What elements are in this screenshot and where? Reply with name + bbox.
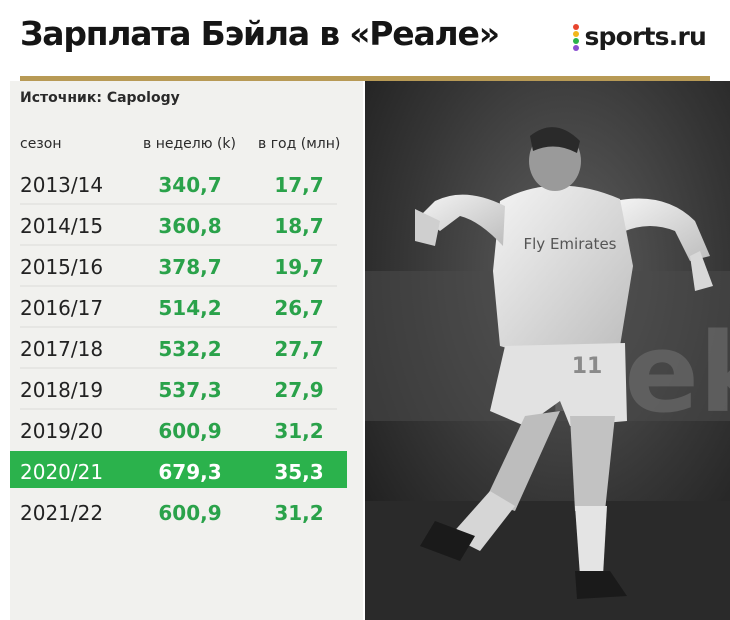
season-cell: 2014/15 [20,214,103,238]
table-row: 2017/18 532,2 27,7 [20,337,337,369]
logo-dots-icon [573,23,580,51]
season-cell: 2020/21 [20,460,103,484]
table-row: 2013/14 340,7 17,7 [20,173,337,205]
table-row: 2019/20 600,9 31,2 [20,419,324,443]
weekly-value-cell: 537,3 [158,378,221,402]
column-header-season: сезон [20,136,62,152]
season-cell: 2016/17 [20,296,103,320]
salary-table: 2013/14 340,7 17,7 2014/15 360,8 18,7 2015/16 3… [10,173,347,525]
column-header-yearly: в год (млн) [258,136,341,152]
table-row: 2014/15 360,8 18,7 [20,214,337,246]
table-panel [10,81,363,620]
brand-name: sports.ru [584,22,706,51]
yearly-value-cell: 35,3 [274,460,323,484]
highlight-row-background [10,451,347,488]
yearly-value-cell: 18,7 [274,214,323,238]
yearly-value-cell: 19,7 [274,255,323,279]
weekly-value-cell: 360,8 [158,214,221,238]
brand-logo: sports.ru [571,22,707,51]
yearly-value-cell: 31,2 [274,419,323,443]
season-cell: 2017/18 [20,337,103,361]
season-cell: 2021/22 [20,501,103,525]
yearly-value-cell: 27,7 [274,337,323,361]
table-row: 2020/21 679,3 35,3 [10,451,347,488]
page-title: Зарплата Бэйла в «Реале» [20,14,500,53]
yearly-value-cell: 26,7 [274,296,323,320]
season-cell: 2013/14 [20,173,103,197]
table-row: 2015/16 378,7 19,7 [20,255,337,287]
yearly-value-cell: 27,9 [274,378,323,402]
season-cell: 2015/16 [20,255,103,279]
season-cell: 2018/19 [20,378,103,402]
shirt-number: 11 [572,354,603,379]
season-cell: 2019/20 [20,419,103,443]
weekly-value-cell: 514,2 [158,296,221,320]
yearly-value-cell: 17,7 [274,173,323,197]
yearly-value-cell: 31,2 [274,501,323,525]
source-note: Источник: Capology [20,90,180,106]
weekly-value-cell: 340,7 [158,173,221,197]
weekly-value-cell: 600,9 [158,419,221,443]
weekly-value-cell: 378,7 [158,255,221,279]
shirt-sponsor: Fly Emirates [524,235,617,253]
column-header-weekly: в неделю (k) [143,136,236,152]
player-photo-art: neke Fly Emirates 11 [365,81,730,620]
table-row: 2016/17 514,2 26,7 [20,296,337,328]
table-row: 2021/22 600,9 31,2 [20,501,324,525]
player-photo: neke Fly Emirates 11 [365,81,730,620]
weekly-value-cell: 532,2 [158,337,221,361]
weekly-value-cell: 600,9 [158,501,221,525]
table-row: 2018/19 537,3 27,9 [20,378,337,410]
title-rule [20,76,710,81]
weekly-value-cell: 679,3 [158,460,221,484]
